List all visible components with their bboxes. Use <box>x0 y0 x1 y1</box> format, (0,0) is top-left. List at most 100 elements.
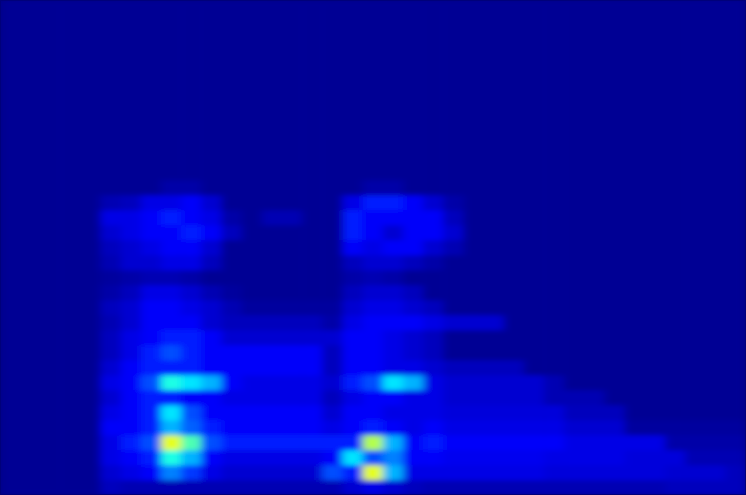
heatmap-cell <box>645 90 666 106</box>
heatmap-cell <box>423 180 444 196</box>
heatmap-cell <box>705 285 726 301</box>
heatmap-cell <box>443 240 464 256</box>
heatmap-cell <box>544 405 565 421</box>
heatmap-cell <box>726 405 746 421</box>
heatmap-cell <box>40 330 61 346</box>
heatmap-cell <box>302 225 323 241</box>
heatmap-cell <box>40 105 61 121</box>
heatmap-cell <box>484 435 505 451</box>
heatmap-cell <box>141 330 162 346</box>
heatmap-cell <box>463 150 484 166</box>
heatmap-cell <box>262 60 283 76</box>
heatmap-cell <box>443 30 464 46</box>
heatmap-cell <box>584 60 605 76</box>
heatmap-cell <box>705 210 726 226</box>
heatmap-cell <box>665 60 686 76</box>
heatmap-cell <box>544 180 565 196</box>
heatmap-cell <box>161 75 182 91</box>
heatmap-cell <box>504 435 525 451</box>
heatmap-cell <box>262 180 283 196</box>
heatmap-cell <box>342 120 363 136</box>
heatmap-cell <box>665 75 686 91</box>
heatmap-cell <box>141 465 162 481</box>
heatmap-cell <box>504 360 525 376</box>
heatmap-cell <box>685 360 706 376</box>
heatmap-cell <box>181 165 202 181</box>
heatmap-cell <box>443 345 464 361</box>
heatmap-cell <box>484 240 505 256</box>
heatmap-cell <box>383 300 404 316</box>
heatmap-cell <box>161 15 182 31</box>
heatmap-cell <box>705 120 726 136</box>
heatmap-cell <box>484 30 505 46</box>
heatmap-cell <box>342 195 363 211</box>
heatmap-cell <box>524 60 545 76</box>
heatmap-cell <box>221 345 242 361</box>
heatmap-cell <box>302 30 323 46</box>
heatmap-cell <box>40 195 61 211</box>
heatmap-cell <box>141 315 162 331</box>
heatmap-cell <box>101 330 122 346</box>
heatmap-cell <box>342 0 363 15</box>
heatmap-cell <box>80 300 101 316</box>
heatmap-cell <box>342 345 363 361</box>
heatmap-cell <box>342 360 363 376</box>
heatmap-cell <box>584 135 605 151</box>
heatmap-cell <box>302 450 323 466</box>
heatmap-cell <box>726 15 746 31</box>
heatmap-cell <box>322 255 343 271</box>
heatmap-cell <box>463 465 484 481</box>
heatmap-cell <box>605 450 626 466</box>
heatmap-cell <box>363 90 384 106</box>
heatmap-cell <box>605 105 626 121</box>
heatmap-cell <box>685 225 706 241</box>
heatmap-cell <box>60 270 81 286</box>
heatmap-cell <box>262 0 283 15</box>
heatmap-cell <box>363 330 384 346</box>
heatmap-cell <box>625 315 646 331</box>
heatmap-cell <box>705 255 726 271</box>
heatmap-cell <box>524 15 545 31</box>
heatmap-cell <box>544 15 565 31</box>
heatmap-cell <box>685 300 706 316</box>
heatmap-cell <box>221 60 242 76</box>
heatmap-cell <box>322 315 343 331</box>
heatmap-cell <box>201 210 222 226</box>
heatmap-cell <box>463 240 484 256</box>
heatmap-cell <box>101 210 122 226</box>
heatmap-cell <box>564 465 585 481</box>
heatmap-cell <box>20 315 41 331</box>
heatmap-cell <box>40 225 61 241</box>
heatmap-cell <box>181 240 202 256</box>
heatmap-cell <box>645 225 666 241</box>
heatmap-cell <box>625 285 646 301</box>
heatmap-cell <box>463 255 484 271</box>
heatmap-cell <box>201 15 222 31</box>
heatmap-cell <box>423 60 444 76</box>
plot-frame <box>1 1 746 495</box>
heatmap-cell <box>201 300 222 316</box>
heatmap-cell <box>605 240 626 256</box>
heatmap-cell <box>665 0 686 15</box>
heatmap-cell <box>40 270 61 286</box>
heatmap-cell <box>403 210 424 226</box>
heatmap-cell <box>80 120 101 136</box>
heatmap-cell <box>0 225 20 241</box>
heatmap-cell <box>463 0 484 15</box>
heatmap-cell <box>363 135 384 151</box>
heatmap-cell <box>463 300 484 316</box>
heatmap-cell <box>625 465 646 481</box>
heatmap-cell <box>423 300 444 316</box>
heatmap-cell <box>383 60 404 76</box>
heatmap-cell <box>605 390 626 406</box>
heatmap-cell <box>60 390 81 406</box>
heatmap-cell <box>685 420 706 436</box>
heatmap-cell <box>645 195 666 211</box>
heatmap-cell <box>20 360 41 376</box>
heatmap-cell <box>221 255 242 271</box>
heatmap-cell <box>383 435 404 451</box>
heatmap-cell <box>161 405 182 421</box>
heatmap-cell <box>101 345 122 361</box>
heatmap-cell <box>726 135 746 151</box>
heatmap-cell <box>322 405 343 421</box>
